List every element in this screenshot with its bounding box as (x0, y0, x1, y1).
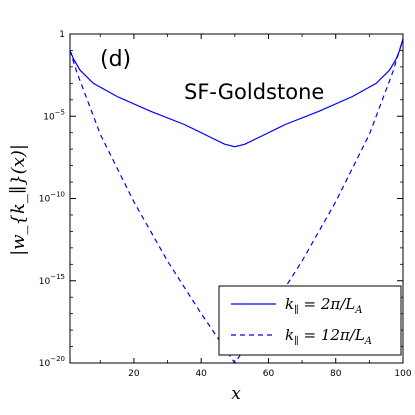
x-tick-label: 20 (128, 369, 140, 379)
y-tick-label: 1 (59, 30, 65, 40)
y-tick-label: 10−20 (39, 355, 65, 369)
series-line-1 (69, 38, 404, 148)
panel-label: (d) (100, 47, 131, 72)
x-tick-label: 80 (330, 369, 342, 379)
legend-box (218, 285, 402, 356)
annotation-label: SF-Goldstone (184, 80, 324, 104)
axes-layer: 20 40 60 80 100 1 10−5 10−10 10−15 10−20 (39, 30, 412, 379)
x-tick-label: 100 (394, 369, 411, 379)
x-tick-label: 60 (263, 369, 275, 379)
legend: k∥ = 2π/LA k∥ = 12π/LA (218, 285, 402, 356)
y-tick-label: 10−10 (39, 191, 65, 205)
x-tick-label: 40 (195, 369, 207, 379)
y-tick-label: 10−5 (43, 108, 65, 122)
y-axis-label: |w_{k_∥}(x)| (8, 144, 29, 256)
x-axis-label: x (231, 384, 241, 404)
y-tick-label: 10−15 (39, 273, 65, 287)
legend-label-1: k∥ = 2π/LA (285, 295, 362, 316)
legend-label-2: k∥ = 12π/LA (285, 326, 372, 347)
